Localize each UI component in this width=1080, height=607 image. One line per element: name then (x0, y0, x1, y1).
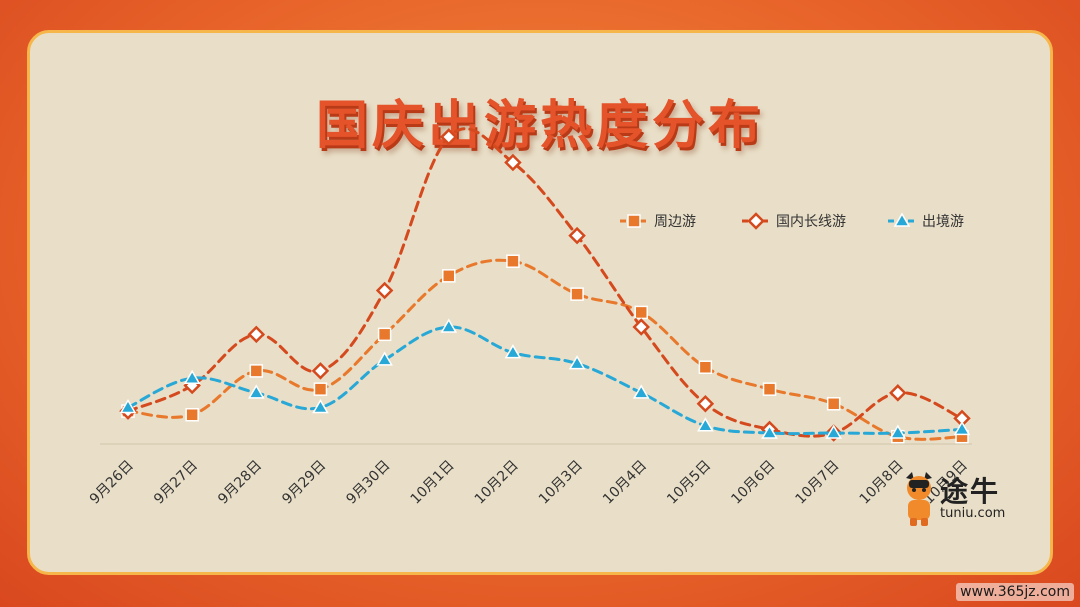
legend-label: 周边游 (654, 214, 696, 230)
x-tick-label: 9月29日 (279, 458, 329, 508)
series-0 (121, 254, 969, 444)
tuniu-mascot-icon (906, 472, 932, 526)
x-tick-label: 9月30日 (343, 458, 393, 508)
logo-name: 途牛 (940, 475, 1001, 508)
x-tick-label: 9月28日 (215, 458, 265, 508)
data-point (696, 395, 715, 413)
legend-item: 国内长线游 (742, 212, 846, 230)
data-point (504, 344, 522, 359)
legend-item: 出境游 (888, 212, 964, 230)
series-line (126, 325, 964, 436)
data-point (698, 360, 713, 374)
data-point (185, 408, 199, 422)
data-point (440, 318, 458, 333)
data-point (697, 417, 714, 432)
x-tick-label: 10月4日 (600, 458, 650, 508)
data-point (568, 226, 586, 245)
watermark: www.365jz.com (956, 583, 1074, 601)
x-tick-label: 9月27日 (151, 458, 201, 508)
data-point (504, 153, 522, 172)
data-point (376, 351, 393, 366)
data-point (632, 384, 650, 399)
data-point (442, 269, 456, 283)
data-point (632, 318, 650, 336)
data-point (762, 382, 777, 396)
legend-label: 出境游 (922, 214, 964, 230)
legend-item: 周边游 (620, 214, 696, 230)
data-point (889, 424, 907, 439)
legend-marker (627, 214, 641, 228)
data-point (889, 384, 907, 402)
data-point (761, 424, 778, 439)
series-1 (119, 127, 971, 442)
chart-card: 国庆出游热度分布 (27, 30, 1053, 575)
x-tick-label: 10月3日 (536, 458, 586, 508)
x-tick-label: 10月2日 (472, 458, 522, 508)
series-line (126, 127, 964, 438)
data-point (953, 420, 971, 436)
legend-label: 国内长线游 (776, 214, 846, 230)
data-point (826, 397, 841, 411)
logo-url: tuniu.com (940, 506, 1006, 521)
legend-marker (747, 212, 765, 230)
data-point (248, 384, 265, 399)
data-point (506, 254, 520, 268)
x-tick-label: 10月7日 (793, 458, 843, 508)
data-point (377, 327, 392, 342)
data-point (313, 382, 328, 396)
data-point (312, 398, 329, 414)
data-point (825, 424, 842, 439)
series-line (126, 258, 964, 441)
x-tick-label: 10月5日 (664, 458, 714, 508)
data-point (119, 398, 137, 414)
data-point (249, 364, 264, 378)
data-point (570, 287, 584, 301)
data-point (634, 305, 648, 320)
data-point (183, 369, 201, 384)
data-point (568, 355, 586, 370)
data-point (375, 281, 394, 300)
x-tick-label: 9月26日 (87, 458, 137, 508)
tuniu-logo: 途牛 tuniu.com (900, 470, 1010, 530)
data-point (311, 362, 330, 380)
x-tick-label: 10月6日 (728, 458, 778, 508)
x-tick-label: 10月1日 (408, 458, 458, 508)
chart-title: 国庆出游热度分布 (315, 96, 764, 156)
legend-marker (893, 212, 911, 227)
data-point (247, 325, 266, 344)
data-point (440, 128, 458, 146)
series-2 (119, 318, 971, 439)
